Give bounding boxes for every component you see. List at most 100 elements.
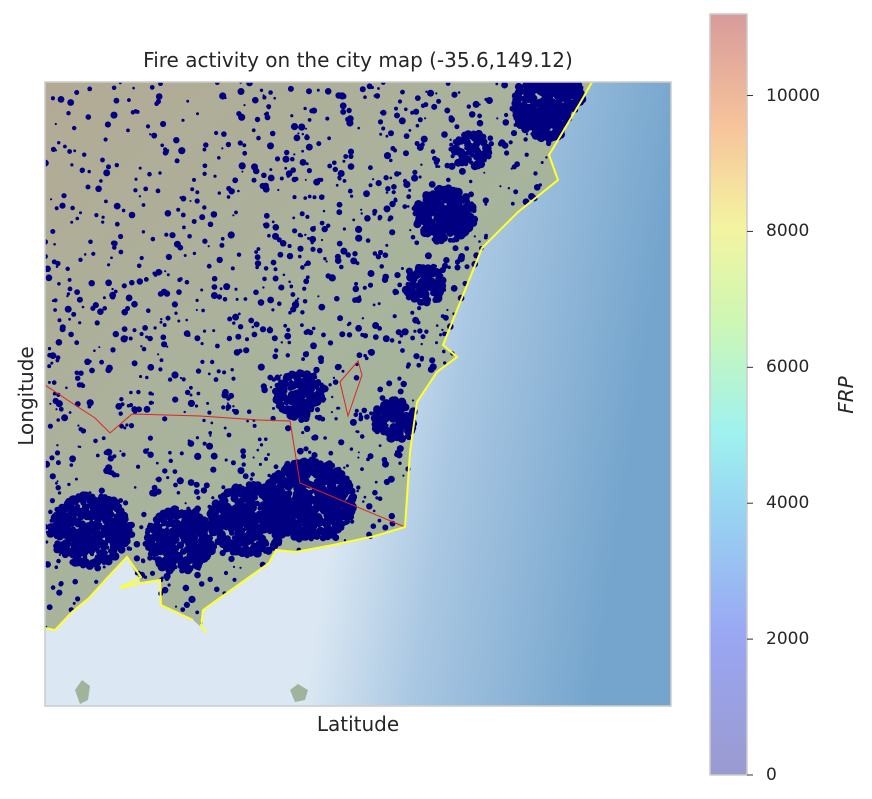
- plot-title: Fire activity on the city map (-35.6,149…: [143, 48, 573, 72]
- fire-point: [158, 367, 163, 372]
- fire-point: [289, 284, 294, 289]
- fire-point: [187, 479, 195, 486]
- fire-point: [296, 398, 301, 404]
- fire-point: [360, 208, 363, 211]
- fire-point: [272, 407, 275, 410]
- fire-point: [53, 308, 57, 312]
- fire-point: [488, 141, 494, 147]
- fire-point: [232, 177, 239, 184]
- fire-point: [190, 187, 195, 192]
- fire-point: [53, 532, 59, 538]
- fire-point: [97, 538, 105, 545]
- fire-point: [214, 586, 220, 593]
- fire-point: [392, 314, 397, 319]
- fire-point: [307, 329, 314, 336]
- fire-point: [160, 318, 163, 321]
- fire-point: [163, 290, 171, 297]
- fire-point: [406, 194, 412, 200]
- fire-point: [397, 403, 404, 410]
- fire-point: [282, 273, 286, 277]
- fire-point: [364, 414, 370, 420]
- fire-point: [216, 517, 225, 527]
- fire-point: [69, 455, 76, 463]
- fire-point: [164, 232, 169, 237]
- fire-point: [452, 139, 459, 145]
- fire-point: [317, 391, 323, 396]
- fire-point: [82, 152, 87, 157]
- fire-point: [326, 223, 331, 228]
- fire-point: [223, 426, 227, 430]
- fire-point: [543, 84, 552, 93]
- fire-point: [416, 287, 422, 294]
- fire-point: [405, 294, 412, 301]
- fire-point: [408, 413, 413, 418]
- fire-point: [451, 91, 458, 98]
- fire-point: [112, 330, 120, 338]
- fire-point: [540, 161, 544, 164]
- fire-point: [235, 524, 243, 532]
- fire-point: [377, 302, 381, 306]
- fire-point: [156, 531, 163, 538]
- fire-point: [326, 516, 334, 524]
- fire-point: [536, 106, 544, 114]
- fire-point: [425, 203, 429, 207]
- fire-point: [300, 265, 305, 270]
- fire-point: [337, 498, 344, 506]
- fire-point: [118, 411, 123, 416]
- fire-point: [529, 88, 534, 94]
- fire-point: [166, 476, 170, 480]
- fire-point: [236, 540, 240, 544]
- fire-point: [208, 431, 212, 435]
- fire-point: [416, 363, 422, 368]
- fire-point: [418, 175, 422, 179]
- fire-point: [375, 180, 382, 187]
- fire-point: [77, 527, 82, 532]
- fire-point: [372, 509, 376, 513]
- fire-point: [150, 236, 156, 242]
- fire-point: [251, 163, 258, 171]
- fire-point: [94, 320, 100, 326]
- fire-point: [123, 539, 128, 544]
- fire-point: [514, 82, 523, 91]
- fire-point: [53, 243, 56, 246]
- fire-point: [154, 544, 157, 547]
- fire-point: [310, 520, 315, 526]
- fire-point: [328, 383, 332, 387]
- fire-point: [207, 504, 212, 509]
- fire-point: [107, 263, 111, 267]
- fire-point: [143, 277, 149, 282]
- fire-point: [379, 132, 383, 136]
- fire-point: [145, 335, 149, 339]
- fire-point: [484, 97, 488, 102]
- fire-point: [189, 393, 193, 397]
- fire-point: [272, 537, 280, 546]
- fire-point: [187, 333, 191, 337]
- fire-point: [97, 308, 104, 316]
- fire-point: [311, 504, 320, 514]
- fire-point: [196, 112, 199, 116]
- fire-point: [274, 156, 281, 162]
- fire-point: [216, 256, 223, 264]
- fire-point: [245, 494, 254, 502]
- fire-point: [177, 319, 181, 323]
- fire-point: [98, 522, 103, 527]
- fire-point: [464, 212, 469, 217]
- fire-point: [415, 200, 419, 204]
- fire-point: [259, 512, 269, 521]
- fire-point: [453, 217, 461, 224]
- fire-point: [243, 347, 250, 354]
- fire-point: [207, 221, 214, 227]
- fire-point: [231, 546, 241, 556]
- fire-point: [428, 181, 436, 188]
- fire-point: [441, 328, 444, 332]
- fire-point: [478, 240, 481, 243]
- fire-point: [413, 329, 417, 333]
- fire-point: [55, 260, 61, 267]
- fire-point: [240, 485, 246, 491]
- fire-point: [397, 411, 403, 418]
- fire-point: [323, 532, 329, 538]
- fire-point: [307, 194, 312, 199]
- fire-point: [320, 238, 324, 242]
- fire-point: [449, 205, 454, 210]
